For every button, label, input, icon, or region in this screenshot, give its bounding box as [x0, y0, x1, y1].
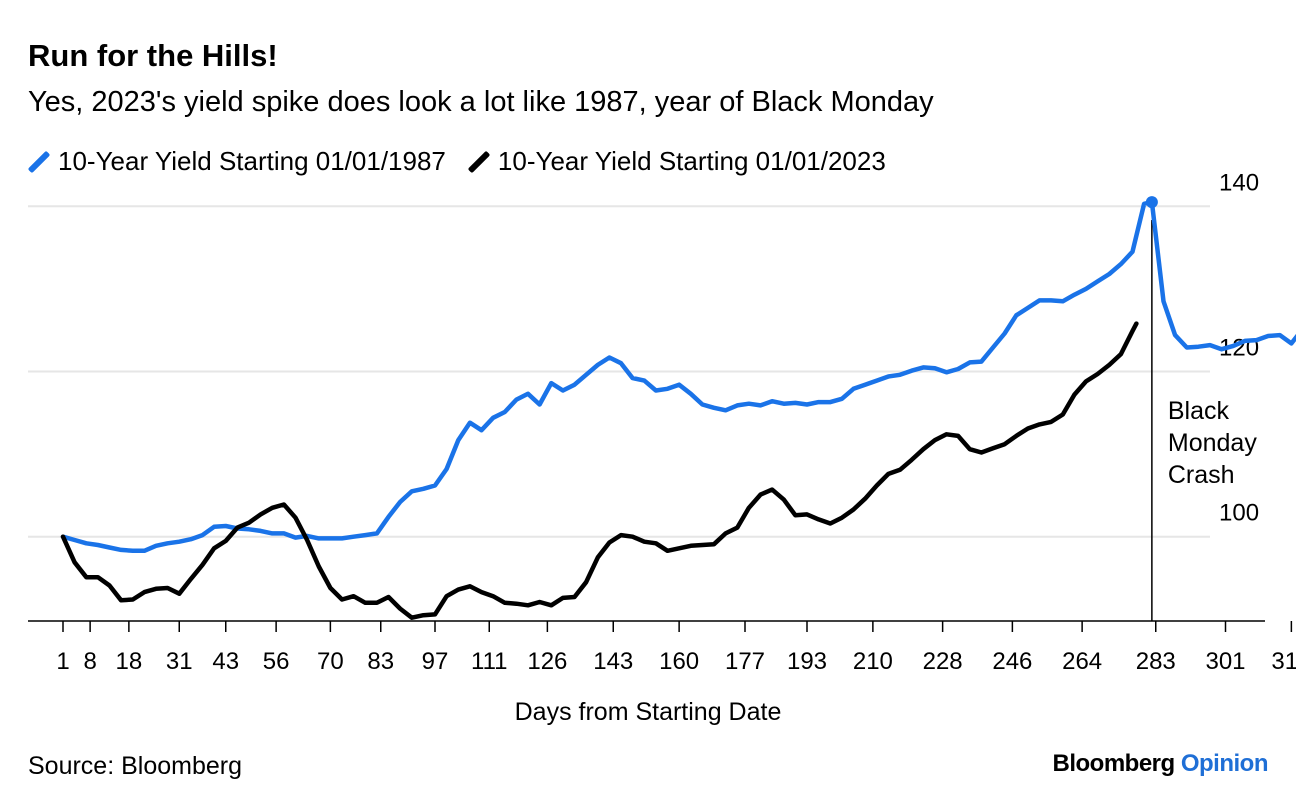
x-tick-label-1: 1 [56, 648, 69, 675]
legend-item-2023: 10-Year Yield Starting 01/01/2023 [467, 146, 886, 177]
x-tick-label-143: 143 [593, 648, 633, 675]
x-tick-label-18: 18 [116, 648, 143, 675]
brand-logo: Bloomberg Opinion [1053, 750, 1269, 778]
x-tick-label-83: 83 [367, 648, 394, 675]
y-tick-label-140: 140 [1219, 169, 1259, 196]
annotation-text-line-1: Black [1168, 397, 1230, 425]
x-tick-label-8: 8 [83, 648, 96, 675]
x-tick-label-228: 228 [923, 648, 963, 675]
chart-legend: 10-Year Yield Starting 01/01/1987 10-Yea… [27, 146, 908, 177]
x-axis-title: Days from Starting Date [515, 698, 782, 726]
chart-title: Run for the Hills! [28, 38, 278, 73]
series-line-2023 [60, 321, 1139, 620]
x-tick-label-31: 31 [166, 648, 193, 675]
x-tick-label-210: 210 [853, 648, 893, 675]
y-tick-label-100: 100 [1219, 500, 1259, 527]
x-tick-label-193: 193 [787, 648, 827, 675]
x-tick-label-246: 246 [992, 648, 1032, 675]
x-tick-label-126: 126 [527, 648, 567, 675]
legend-label-2023: 10-Year Yield Starting 01/01/2023 [497, 146, 886, 176]
x-tick-label-283: 283 [1136, 648, 1176, 675]
x-tick-label-56: 56 [263, 648, 290, 675]
x-tick-label-264: 264 [1062, 648, 1102, 675]
brand-accent: Opinion [1180, 750, 1269, 777]
x-tick-label-97: 97 [422, 648, 449, 675]
x-tick-label-177: 177 [725, 648, 765, 675]
annotation-text-line-3: Crash [1168, 461, 1235, 489]
x-tick-label-43: 43 [212, 648, 239, 675]
annotation-text-line-2: Monday [1168, 429, 1257, 457]
x-tick-label-301: 301 [1205, 648, 1245, 675]
source-note: Source: Bloomberg [28, 752, 243, 780]
x-tick-label-318: 318 [1271, 648, 1296, 675]
series-peak-marker [1145, 196, 1158, 209]
brand-main: Bloomberg [1052, 750, 1176, 777]
series-line-1987 [60, 199, 1296, 554]
x-tick-label-160: 160 [659, 648, 699, 675]
chart-subtitle: Yes, 2023's yield spike does look a lot … [28, 86, 934, 118]
legend-item-1987: 10-Year Yield Starting 01/01/1987 [27, 146, 446, 177]
x-tick-label-111: 111 [471, 648, 507, 675]
x-tick-label-70: 70 [317, 648, 344, 675]
legend-label-1987: 10-Year Yield Starting 01/01/1987 [58, 146, 446, 176]
